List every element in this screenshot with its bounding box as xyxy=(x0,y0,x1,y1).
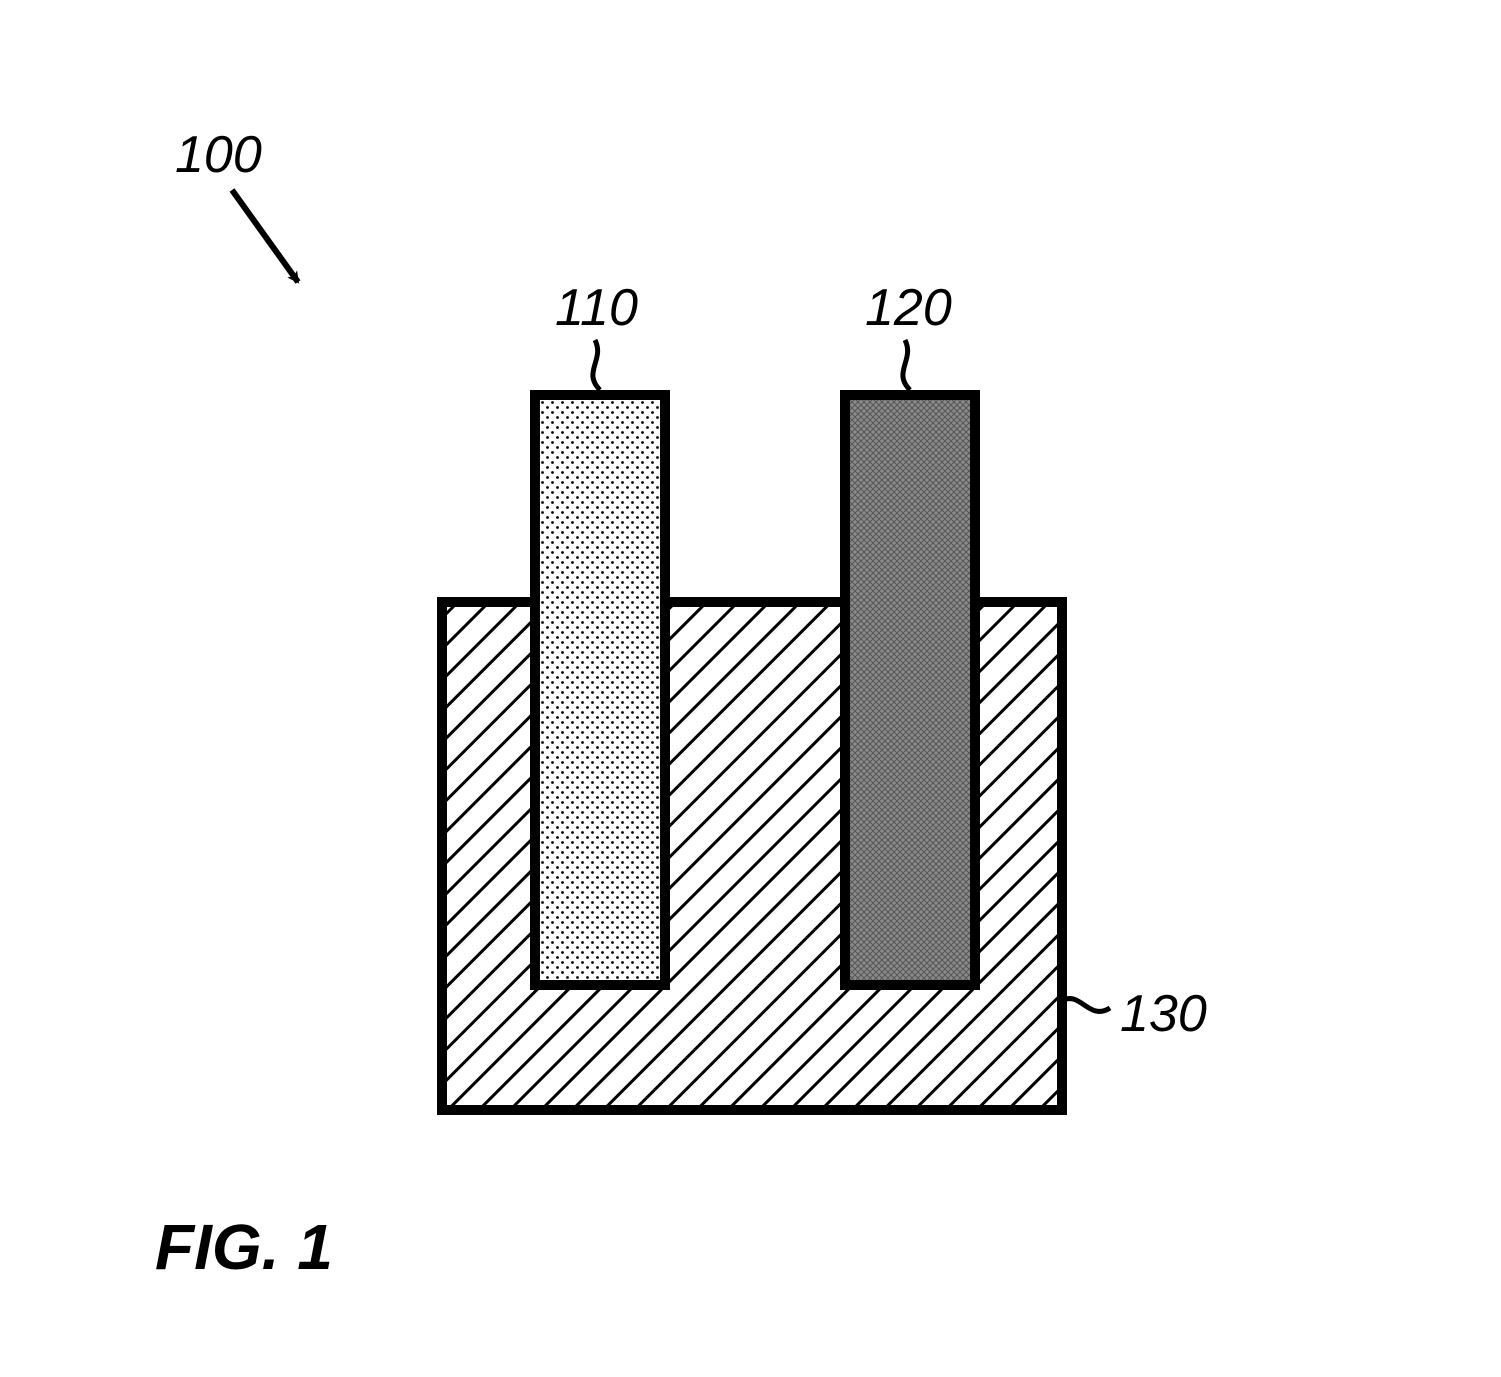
figure-caption: FIG. 1 xyxy=(155,1210,333,1284)
label-120: 120 xyxy=(865,278,952,338)
label-100: 100 xyxy=(175,125,262,185)
label-130: 130 xyxy=(1120,984,1207,1044)
electrode-120 xyxy=(845,395,975,985)
leader-110 xyxy=(593,340,600,390)
label-110: 110 xyxy=(555,278,638,338)
leader-120 xyxy=(903,340,910,390)
figure-canvas: 100 110 120 130 FIG. 1 xyxy=(0,0,1501,1377)
leader-130 xyxy=(1060,999,1110,1012)
figure-ref-arrow xyxy=(232,190,298,282)
electrode-110 xyxy=(535,395,665,985)
figure-svg xyxy=(0,0,1501,1377)
